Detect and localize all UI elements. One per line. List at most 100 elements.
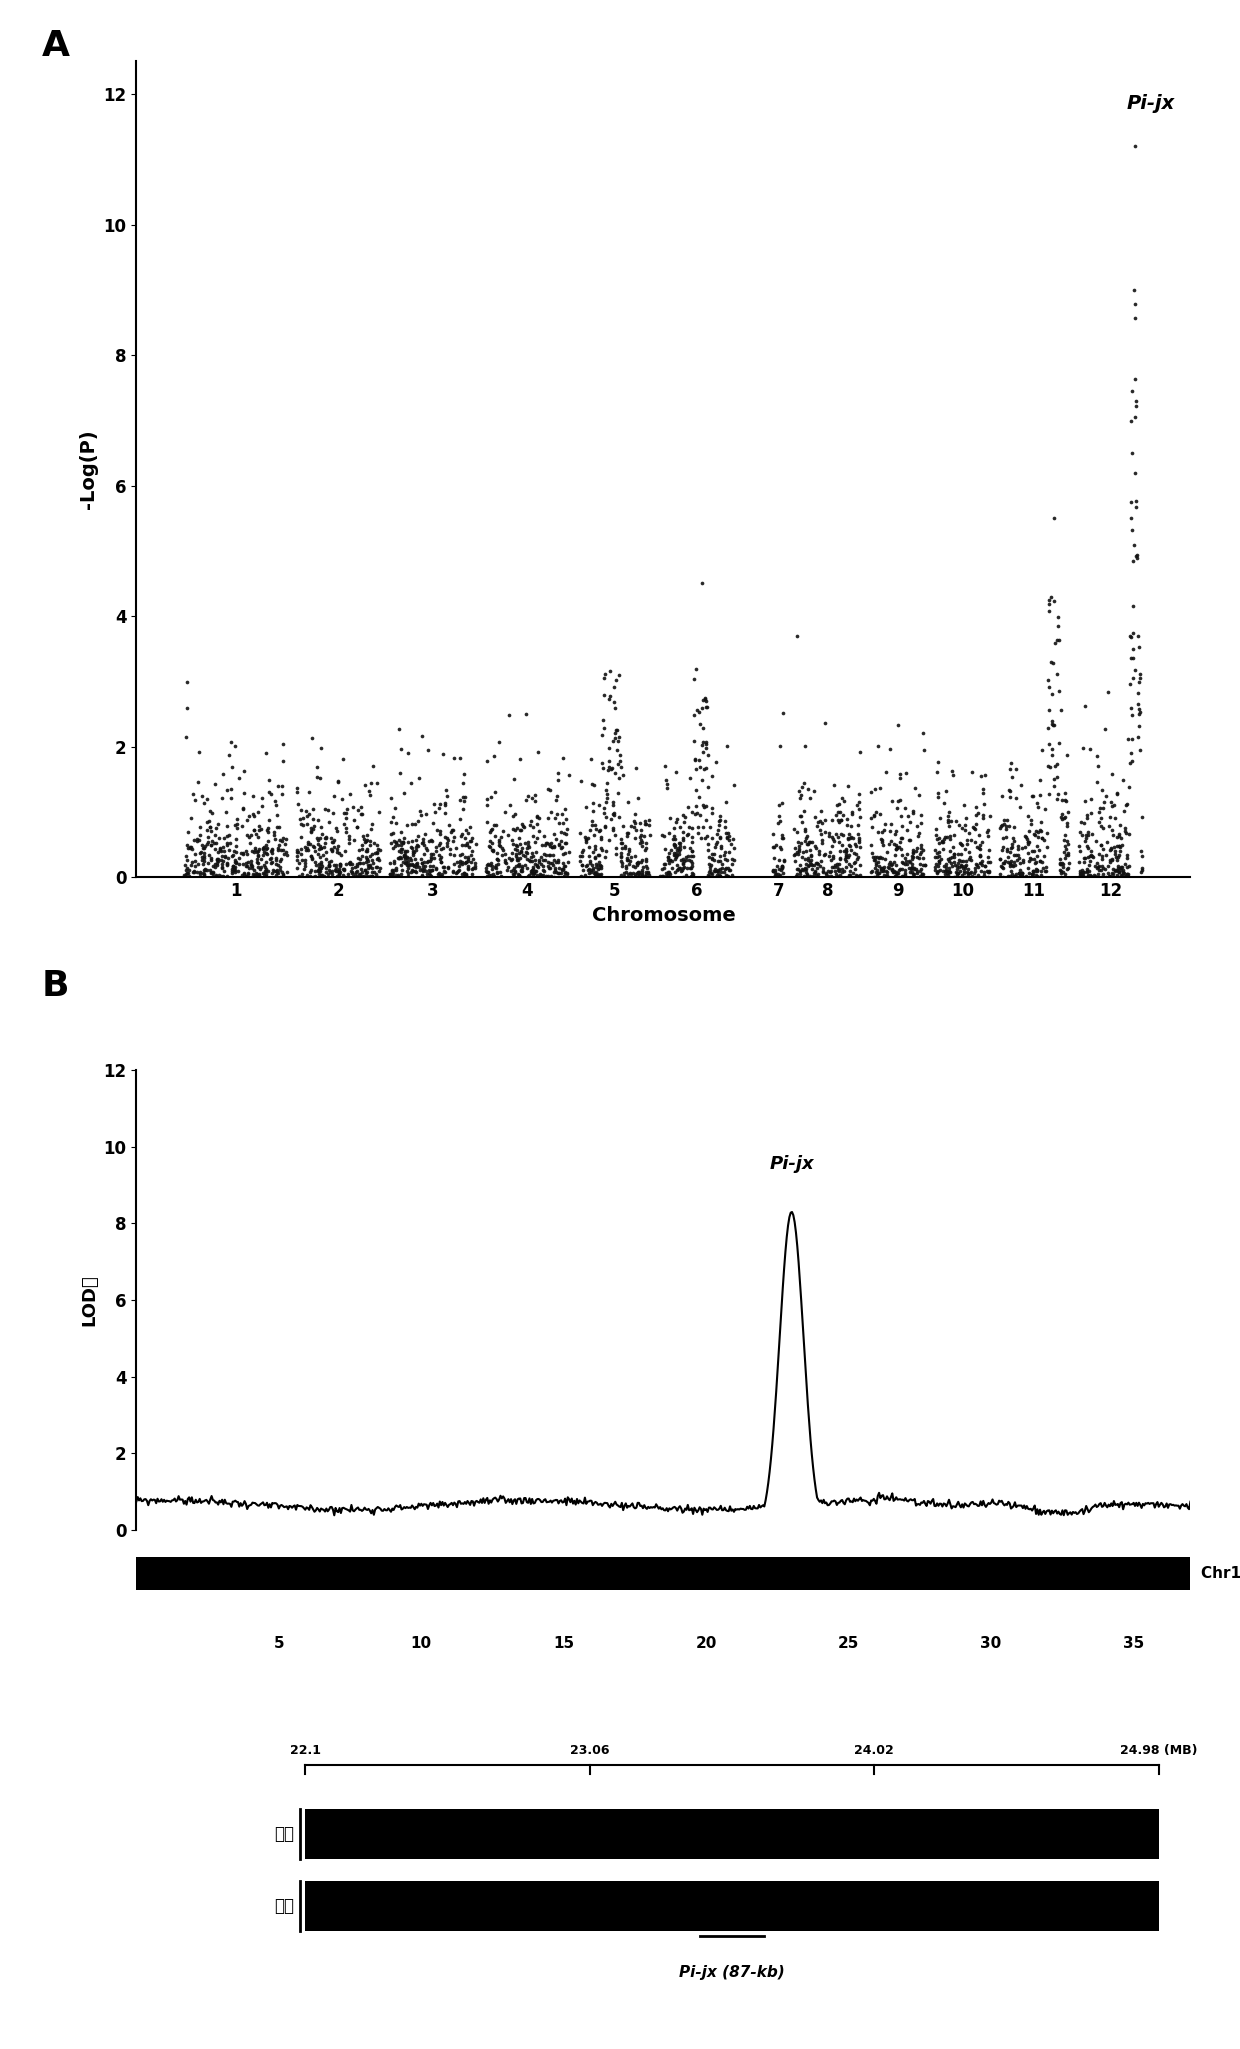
Point (1030, 816, 1050, 848)
Point (208, 859, 228, 891)
Point (367, 850, 387, 883)
Point (188, 766, 208, 799)
Point (624, 805, 644, 838)
Point (1055, 830, 1075, 863)
Point (711, 830, 730, 863)
Point (542, 830, 562, 863)
Point (589, 838, 609, 871)
Point (808, 848, 828, 881)
Point (1073, 731, 1092, 764)
Point (631, 824, 651, 856)
Point (506, 854, 526, 887)
Point (866, 840, 885, 873)
Point (544, 801, 564, 834)
Point (668, 852, 688, 885)
Point (880, 731, 900, 764)
Point (1044, 584, 1064, 617)
Point (673, 822, 693, 854)
Point (764, 830, 784, 863)
Text: B: B (42, 969, 69, 1002)
Point (206, 826, 226, 859)
Point (820, 816, 839, 848)
Point (897, 756, 916, 789)
Point (339, 826, 358, 859)
Point (1126, 301, 1146, 334)
Point (551, 824, 570, 856)
Point (405, 807, 425, 840)
Point (570, 816, 590, 848)
Point (553, 852, 573, 885)
Point (588, 852, 608, 885)
Point (795, 813, 815, 846)
Point (270, 824, 290, 856)
Point (887, 859, 906, 891)
Point (813, 856, 833, 889)
Point (1073, 859, 1092, 891)
Point (1110, 836, 1130, 869)
Point (448, 846, 467, 879)
Point (294, 852, 314, 885)
Point (438, 852, 458, 885)
Point (689, 799, 709, 832)
Point (702, 856, 722, 889)
Point (513, 809, 533, 842)
Point (355, 854, 374, 887)
Point (941, 846, 961, 879)
Point (1042, 738, 1061, 770)
Point (463, 852, 482, 885)
Point (625, 822, 645, 854)
Point (311, 731, 331, 764)
Point (836, 850, 856, 883)
Point (1055, 818, 1075, 850)
Point (324, 848, 343, 881)
Point (662, 844, 682, 877)
Point (994, 803, 1014, 836)
Point (1021, 807, 1040, 840)
Point (864, 844, 884, 877)
Point (1121, 693, 1141, 725)
Point (614, 809, 634, 842)
Point (268, 799, 288, 832)
Point (429, 791, 449, 824)
Point (994, 846, 1014, 879)
Point (1055, 777, 1075, 809)
Point (320, 856, 340, 889)
Point (830, 826, 849, 859)
Point (325, 852, 345, 885)
Point (450, 742, 470, 775)
Point (1121, 486, 1141, 518)
Point (403, 854, 423, 887)
Point (903, 850, 923, 883)
Point (1099, 856, 1118, 889)
Point (1120, 818, 1140, 850)
Point (837, 803, 857, 836)
Point (764, 854, 784, 887)
Point (1053, 856, 1073, 889)
Point (973, 801, 993, 834)
Point (796, 822, 816, 854)
Point (975, 854, 994, 887)
Point (244, 859, 264, 891)
Point (1058, 836, 1078, 869)
Point (903, 842, 923, 875)
Point (180, 832, 200, 865)
Point (319, 852, 339, 885)
Point (1112, 850, 1132, 883)
Point (785, 838, 805, 871)
Point (851, 830, 870, 863)
Point (851, 736, 870, 768)
Point (837, 840, 857, 873)
Point (594, 711, 614, 744)
Point (413, 854, 433, 887)
Point (972, 826, 992, 859)
Point (937, 805, 957, 838)
Point (495, 795, 515, 828)
Point (1018, 826, 1038, 859)
Point (201, 844, 221, 877)
Point (272, 854, 291, 887)
Point (949, 844, 968, 877)
Point (629, 859, 649, 891)
Point (635, 805, 655, 838)
Point (944, 861, 963, 893)
Point (264, 818, 284, 850)
